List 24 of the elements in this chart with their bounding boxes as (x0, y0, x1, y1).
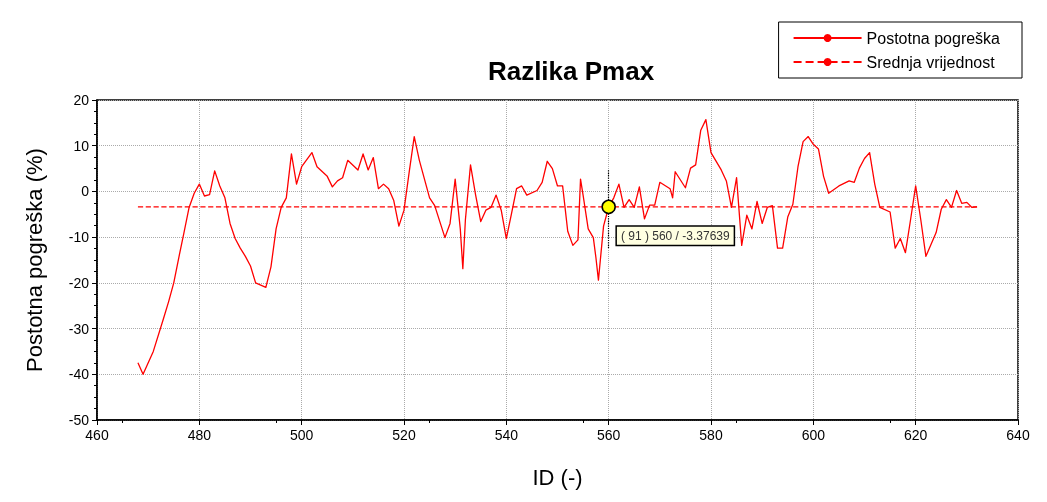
x-tick-label: 560 (596, 427, 621, 443)
x-tick-label: 620 (903, 427, 928, 443)
x-tick-label: 500 (289, 427, 314, 443)
y-axis-title: Postotna pogreška (%) (21, 148, 47, 372)
chart-title: Razlika Pmax (487, 56, 655, 86)
x-tick-label: 520 (392, 427, 416, 443)
legend-label: Postotna pogreška (866, 29, 1001, 47)
x-tick-label: 640 (1006, 427, 1030, 443)
x-tick-label: 480 (187, 427, 212, 443)
y-tick-label: 0 (81, 183, 90, 200)
y-tick-label: 20 (73, 92, 90, 108)
y-tick-label: -20 (68, 274, 90, 291)
annotation: ( 91 ) 560 / -3.37639 (620, 228, 730, 243)
x-tick-label: 580 (699, 427, 723, 443)
x-tick-label: 460 (85, 427, 109, 443)
y-tick-label: 10 (73, 137, 90, 154)
x-axis-title: ID (-) (532, 464, 583, 490)
y-tick-label: -50 (68, 412, 90, 428)
x-tick-label: 540 (494, 427, 519, 443)
y-tick-label: -10 (68, 229, 90, 246)
legend-label: Srednja vrijednost (866, 53, 996, 71)
y-tick-label: -40 (68, 366, 90, 383)
x-tick-label: 600 (801, 427, 826, 443)
y-tick-label: -30 (68, 320, 90, 337)
